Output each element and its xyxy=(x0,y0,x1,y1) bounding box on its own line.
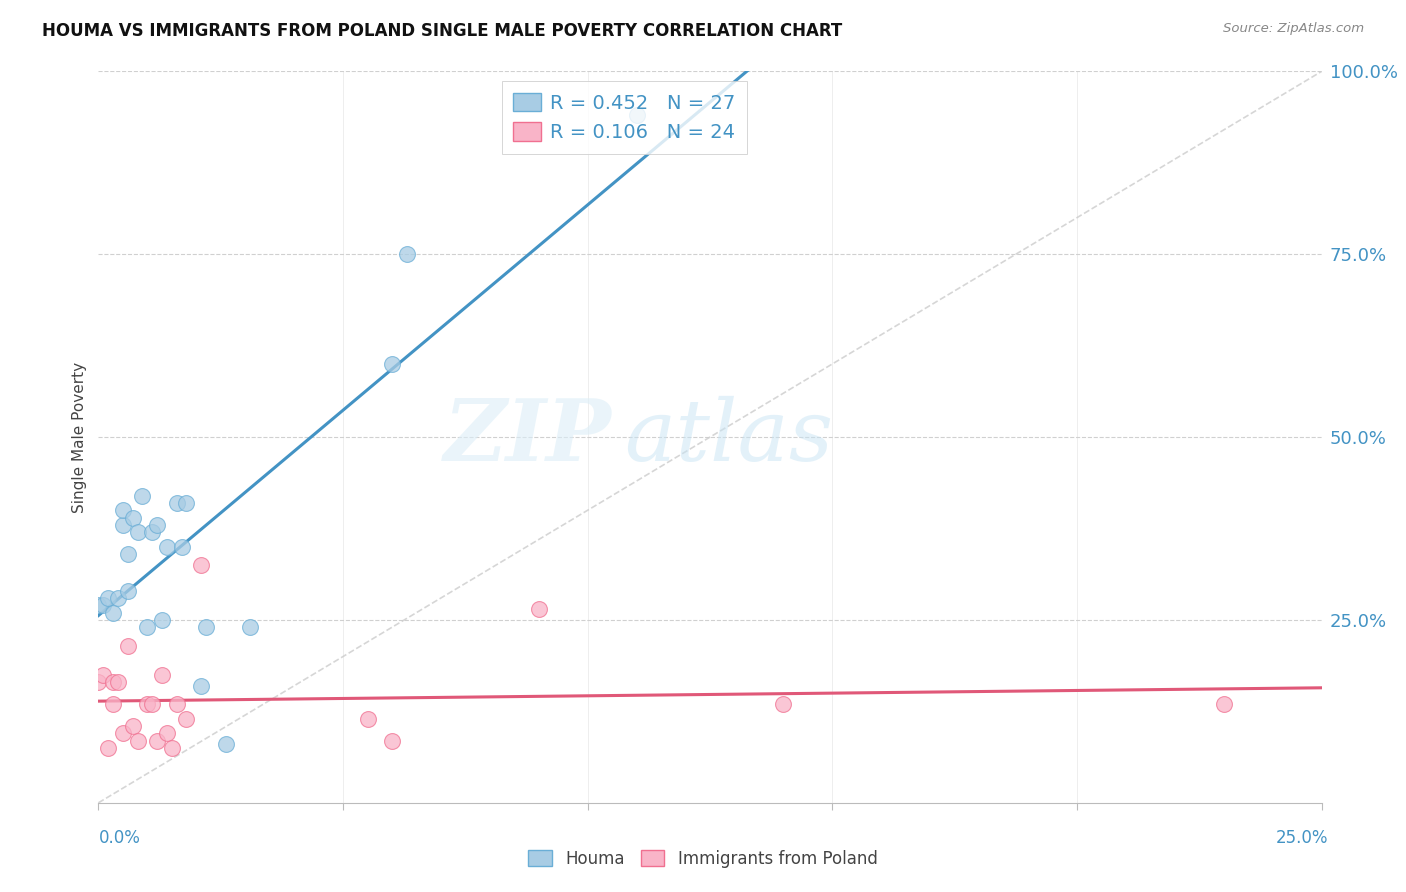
Point xyxy=(176,712,198,726)
Text: HOUMA VS IMMIGRANTS FROM POLAND SINGLE MALE POVERTY CORRELATION CHART: HOUMA VS IMMIGRANTS FROM POLAND SINGLE M… xyxy=(42,22,842,40)
Point xyxy=(136,620,159,634)
Point xyxy=(239,620,262,634)
Point xyxy=(195,620,218,634)
Point xyxy=(356,712,378,726)
Point xyxy=(170,540,193,554)
Point xyxy=(127,733,149,747)
Point xyxy=(626,108,648,122)
Point xyxy=(91,667,114,681)
Point xyxy=(141,525,163,540)
Point xyxy=(131,489,153,503)
Point xyxy=(121,510,143,524)
Point xyxy=(214,737,236,751)
Point xyxy=(166,496,188,510)
Point xyxy=(127,525,149,540)
Legend: R = 0.452   N = 27, R = 0.106   N = 24: R = 0.452 N = 27, R = 0.106 N = 24 xyxy=(502,81,747,154)
Point xyxy=(156,540,179,554)
Point xyxy=(146,733,169,747)
Point xyxy=(117,639,139,653)
Point xyxy=(395,247,418,261)
Point xyxy=(166,697,188,711)
Point xyxy=(111,517,134,532)
Point xyxy=(141,697,163,711)
Point xyxy=(1212,697,1234,711)
Point xyxy=(107,591,129,605)
Legend: Houma, Immigrants from Poland: Houma, Immigrants from Poland xyxy=(522,844,884,875)
Y-axis label: Single Male Poverty: Single Male Poverty xyxy=(72,361,87,513)
Point xyxy=(176,496,198,510)
Point xyxy=(87,675,110,690)
Point xyxy=(97,740,120,755)
Point xyxy=(101,697,124,711)
Point xyxy=(121,719,143,733)
Text: atlas: atlas xyxy=(624,396,834,478)
Point xyxy=(101,675,124,690)
Point xyxy=(527,602,550,616)
Point xyxy=(381,357,404,371)
Text: 25.0%: 25.0% xyxy=(1277,830,1329,847)
Point xyxy=(150,613,173,627)
Text: Source: ZipAtlas.com: Source: ZipAtlas.com xyxy=(1223,22,1364,36)
Point xyxy=(107,675,129,690)
Point xyxy=(91,599,114,613)
Point xyxy=(772,697,794,711)
Point xyxy=(156,726,179,740)
Point xyxy=(150,667,173,681)
Point xyxy=(146,517,169,532)
Point xyxy=(160,740,183,755)
Point xyxy=(101,606,124,620)
Point xyxy=(87,599,110,613)
Point xyxy=(136,697,159,711)
Point xyxy=(111,503,134,517)
Point xyxy=(381,733,404,747)
Text: ZIP: ZIP xyxy=(444,395,612,479)
Point xyxy=(190,558,212,573)
Point xyxy=(117,583,139,598)
Text: 0.0%: 0.0% xyxy=(98,830,141,847)
Point xyxy=(111,726,134,740)
Point xyxy=(190,679,212,693)
Point xyxy=(97,591,120,605)
Point xyxy=(117,547,139,561)
